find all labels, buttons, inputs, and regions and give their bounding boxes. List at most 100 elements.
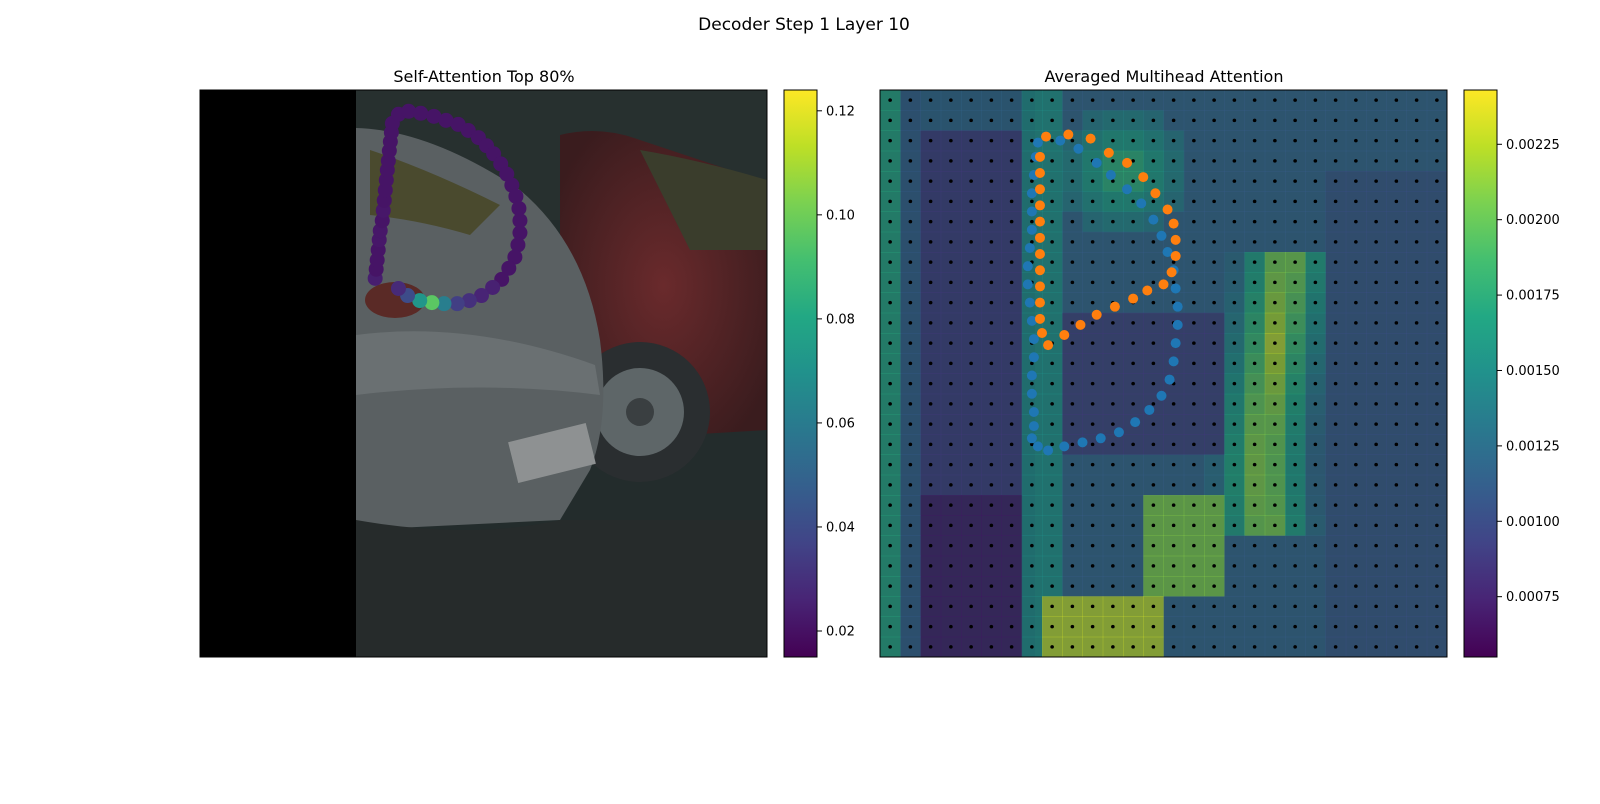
reference-point — [1192, 199, 1196, 204]
reference-point — [969, 624, 973, 629]
reference-point — [888, 179, 892, 183]
reference-point — [1252, 523, 1257, 528]
reference-point — [1050, 219, 1054, 224]
reference-point — [1030, 462, 1034, 467]
reference-point — [1070, 422, 1075, 426]
reference-point — [1131, 138, 1135, 143]
panel1-query-points — [367, 103, 528, 312]
polygon-point — [1156, 230, 1167, 241]
reference-point — [888, 564, 892, 568]
reference-point — [1090, 361, 1095, 366]
reference-point — [1090, 442, 1095, 447]
reference-point — [1273, 442, 1277, 447]
reference-point — [1090, 483, 1095, 487]
reference-point — [1333, 483, 1338, 487]
reference-point — [1313, 645, 1318, 649]
reference-point — [1050, 523, 1054, 528]
polygon-point — [1055, 135, 1066, 146]
reference-point — [1009, 280, 1014, 285]
colorbar-tick-label: 0.00175 — [1506, 289, 1560, 304]
reference-point — [1273, 240, 1277, 244]
query-point — [499, 166, 515, 182]
reference-point — [1070, 584, 1075, 588]
reference-point — [1131, 503, 1135, 507]
reference-point — [1354, 240, 1358, 244]
reference-point — [1030, 543, 1034, 548]
reference-point — [1252, 483, 1257, 487]
reference-point — [1131, 604, 1135, 609]
polygon-point — [1073, 143, 1084, 154]
colorbar-tick-label: 0.00075 — [1506, 590, 1560, 605]
reference-point — [1354, 280, 1358, 285]
reference-point — [908, 422, 913, 426]
query-point — [501, 260, 517, 276]
reference-point — [1333, 240, 1338, 244]
reference-point — [1212, 179, 1216, 183]
reference-point — [1070, 523, 1075, 528]
reference-point — [908, 645, 913, 649]
reference-point — [1374, 604, 1378, 609]
reference-point — [1192, 604, 1196, 609]
reference-point — [1293, 483, 1297, 487]
reference-point — [1252, 219, 1257, 224]
polygon-point — [1026, 188, 1037, 199]
reference-point — [1252, 361, 1257, 366]
reference-point — [888, 300, 892, 305]
reference-point — [1232, 543, 1237, 548]
reference-point — [1252, 442, 1257, 447]
polygon-point — [1091, 309, 1102, 320]
reference-point — [1333, 260, 1338, 264]
reference-point — [1252, 381, 1257, 386]
reference-point — [1435, 624, 1439, 629]
polygon-point — [1122, 157, 1133, 168]
reference-point — [1394, 260, 1399, 264]
reference-point — [1171, 442, 1176, 447]
reference-point — [1070, 199, 1075, 204]
reference-point — [1435, 543, 1439, 548]
reference-point — [1333, 280, 1338, 285]
reference-point — [949, 341, 953, 345]
polygon-point — [1059, 330, 1070, 341]
reference-point — [1070, 604, 1075, 609]
reference-point — [1273, 381, 1277, 386]
reference-point — [1374, 159, 1378, 163]
reference-point — [1435, 321, 1439, 325]
reference-point — [1435, 280, 1439, 285]
reference-point — [1333, 159, 1338, 163]
reference-point — [1070, 341, 1075, 345]
reference-point — [1354, 442, 1358, 447]
reference-point — [1354, 98, 1358, 102]
reference-point — [1293, 402, 1297, 406]
reference-point — [1090, 240, 1095, 244]
reference-point — [1050, 442, 1054, 447]
reference-point — [888, 624, 892, 629]
reference-point — [1293, 341, 1297, 345]
reference-point — [1394, 483, 1399, 487]
polygon-point — [1026, 370, 1037, 381]
reference-point — [1273, 179, 1277, 183]
reference-point — [1435, 381, 1439, 386]
polygon-point — [1034, 200, 1045, 211]
reference-point — [1090, 402, 1095, 406]
reference-point — [1232, 300, 1237, 305]
polygon-point — [1022, 279, 1033, 290]
reference-point — [1131, 159, 1135, 163]
reference-point — [969, 645, 973, 649]
reference-point — [1232, 422, 1237, 426]
reference-point — [1232, 98, 1237, 102]
reference-point — [1273, 422, 1277, 426]
reference-point — [1070, 98, 1075, 102]
reference-point — [969, 159, 973, 163]
reference-point — [1354, 503, 1358, 507]
reference-point — [1192, 159, 1196, 163]
reference-point — [949, 523, 953, 528]
reference-point — [1252, 422, 1257, 426]
reference-point — [989, 402, 994, 406]
reference-point — [888, 503, 892, 507]
query-point — [485, 279, 501, 295]
reference-point — [1070, 503, 1075, 507]
panel2-title: Averaged Multihead Attention — [1045, 67, 1284, 86]
reference-point — [1293, 179, 1297, 183]
reference-point — [1070, 240, 1075, 244]
reference-point — [1151, 422, 1156, 426]
